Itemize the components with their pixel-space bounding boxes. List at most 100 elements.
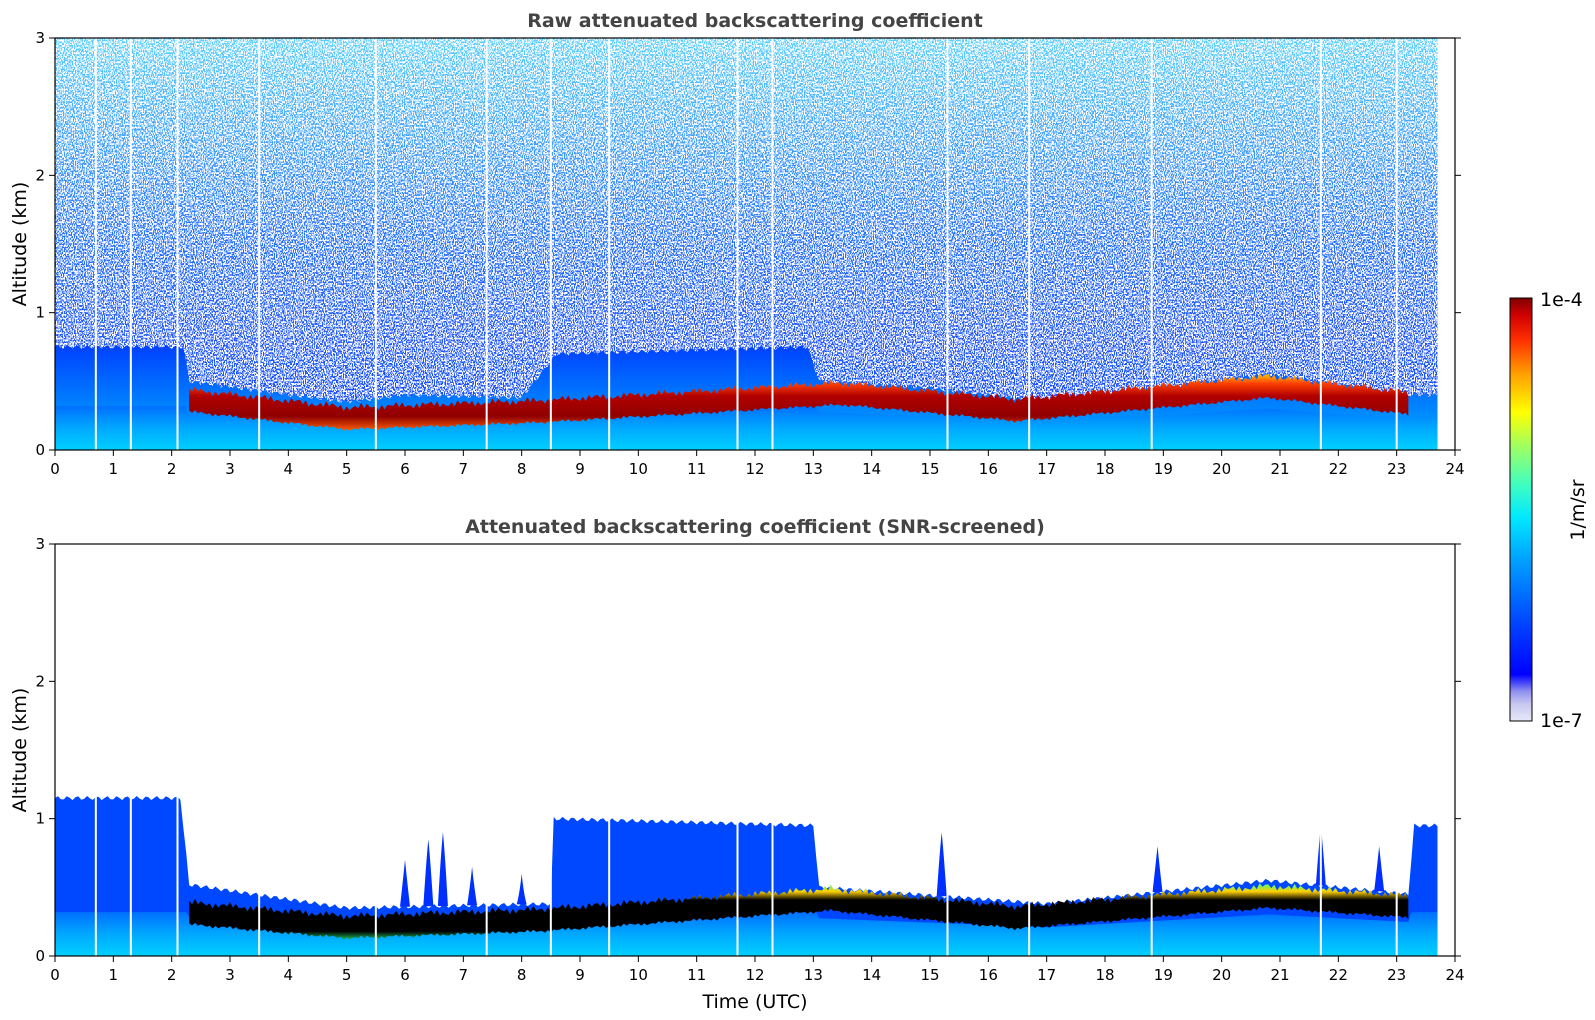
- x-tick-label: 16: [979, 966, 998, 984]
- x-tick-label: 8: [517, 966, 527, 984]
- x-tick-label: 21: [1270, 966, 1289, 984]
- data-gap: [94, 544, 97, 956]
- panel-screened-title: Attenuated backscattering coefficient (S…: [465, 516, 1045, 538]
- colorbar-gradient: [1509, 297, 1533, 722]
- x-tick-label: 22: [1329, 966, 1348, 984]
- x-tick-label: 21: [1270, 460, 1289, 478]
- x-tick-label: 13: [804, 966, 823, 984]
- data-gap: [736, 544, 739, 956]
- x-tick-label: 22: [1329, 460, 1348, 478]
- data-gap: [258, 38, 261, 450]
- x-tick-label: 16: [979, 460, 998, 478]
- data-gap: [736, 38, 739, 450]
- data-gap: [608, 544, 611, 956]
- no-data-region: [1437, 38, 1455, 450]
- x-tick-label: 2: [167, 966, 177, 984]
- x-tick-label: 6: [400, 966, 410, 984]
- data-gap: [1150, 38, 1153, 450]
- data-gap: [374, 544, 377, 956]
- y-tick-label: 0: [35, 947, 45, 965]
- x-tick-label: 0: [50, 966, 60, 984]
- raw-aerosol-layers: [55, 344, 1438, 450]
- x-tick-label: 10: [629, 460, 648, 478]
- screened-y-axis-label: Altitude (km): [9, 688, 31, 813]
- panel-raw-title: Raw attenuated backscattering coefficien…: [527, 10, 983, 32]
- y-tick-label: 0: [35, 441, 45, 459]
- plume-spike: [437, 832, 448, 906]
- x-tick-label: 6: [400, 460, 410, 478]
- y-tick-label: 2: [35, 166, 45, 184]
- x-tick-label: 7: [459, 460, 469, 478]
- data-gap: [946, 544, 949, 956]
- raw-y-axis-label: Altitude (km): [9, 182, 31, 307]
- x-tick-label: 11: [687, 460, 706, 478]
- raw-heatmap: [55, 38, 1455, 450]
- x-tick-label: 20: [1212, 966, 1231, 984]
- x-tick-label: 23: [1387, 966, 1406, 984]
- raw-data-gaps: [94, 38, 1455, 450]
- x-tick-label: 9: [575, 460, 585, 478]
- x-tick-label: 10: [629, 966, 648, 984]
- x-tick-label: 1: [109, 460, 119, 478]
- data-gap: [549, 38, 552, 450]
- y-tick-label: 1: [35, 810, 45, 828]
- x-tick-label: 19: [1154, 966, 1173, 984]
- data-gap: [608, 38, 611, 450]
- panel-screened: Attenuated backscattering coefficient (S…: [9, 516, 1465, 1013]
- colorbar-min-label: 1e-7: [1540, 710, 1583, 732]
- data-gap: [176, 544, 179, 956]
- data-gap: [1028, 544, 1031, 956]
- plume-spike: [1152, 846, 1163, 893]
- x-tick-label: 9: [575, 966, 585, 984]
- x-tick-label: 18: [1095, 966, 1114, 984]
- data-gap: [485, 544, 488, 956]
- x-tick-label: 5: [342, 460, 352, 478]
- data-gap: [374, 38, 377, 450]
- data-gap: [129, 544, 132, 956]
- x-tick-label: 24: [1445, 460, 1464, 478]
- high-backscatter-layer: [189, 883, 1409, 940]
- colorbar-label: 1/m/sr: [1567, 479, 1589, 540]
- y-tick-label: 2: [35, 672, 45, 690]
- data-gap: [1319, 38, 1322, 450]
- plume-spike: [936, 832, 947, 897]
- x-tick-label: 13: [804, 460, 823, 478]
- data-gap: [1395, 38, 1398, 450]
- data-gap: [485, 38, 488, 450]
- panel-raw: Raw attenuated backscattering coefficien…: [9, 10, 1465, 478]
- plume-spike: [400, 859, 410, 907]
- x-tick-label: 14: [862, 966, 881, 984]
- x-tick-label: 5: [342, 966, 352, 984]
- x-tick-label: 11: [687, 966, 706, 984]
- x-axis-label: Time (UTC): [701, 991, 807, 1013]
- data-gap: [1028, 38, 1031, 450]
- data-gap: [771, 38, 774, 450]
- colorbar-max-label: 1e-4: [1540, 289, 1583, 311]
- screened-aerosol-layers: [55, 796, 1438, 956]
- plume-spike: [516, 873, 527, 905]
- data-gap: [1395, 544, 1398, 956]
- colorbar: 1e-4 1e-7 1/m/sr: [1509, 289, 1589, 732]
- x-tick-label: 14: [862, 460, 881, 478]
- data-gap: [129, 38, 132, 450]
- x-tick-label: 18: [1095, 460, 1114, 478]
- y-tick-label: 3: [35, 29, 45, 47]
- raw-y-axis: 0 1 2 3: [35, 29, 1461, 459]
- x-tick-label: 12: [745, 460, 764, 478]
- x-tick-label: 1: [109, 966, 119, 984]
- x-tick-label: 17: [1037, 460, 1056, 478]
- x-tick-label: 0: [50, 460, 60, 478]
- y-tick-label: 3: [35, 535, 45, 553]
- x-tick-label: 3: [225, 460, 235, 478]
- data-gap: [1150, 544, 1153, 956]
- x-tick-label: 19: [1154, 460, 1173, 478]
- screened-y-axis: 0 1 2 3: [35, 535, 1461, 965]
- x-tick-label: 23: [1387, 460, 1406, 478]
- data-gap: [176, 38, 179, 450]
- screened-data-gaps: [94, 544, 1455, 956]
- x-tick-label: 20: [1212, 460, 1231, 478]
- raw-x-axis: 0 1 2 3 4 5 6 7 8 9 10 11 12 13 14 15 16 17 18 19 20 21 22 23 24: [50, 450, 1465, 478]
- x-tick-label: 8: [517, 460, 527, 478]
- plume-spike: [1374, 846, 1385, 892]
